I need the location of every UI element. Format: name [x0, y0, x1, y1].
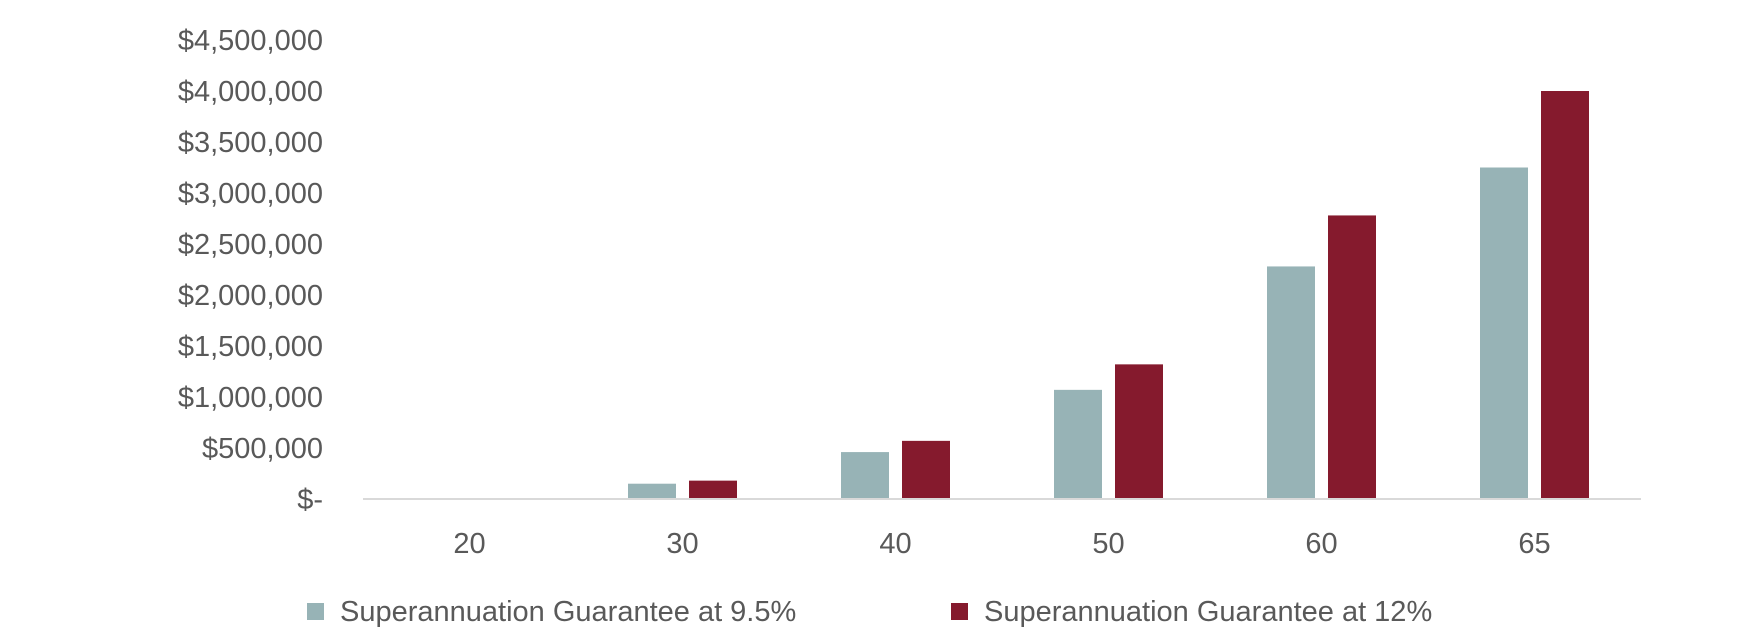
bar-series-2-cat-40: [902, 440, 950, 499]
y-tick-label: $1,500,000: [178, 331, 323, 363]
x-tick-label: 20: [453, 528, 485, 560]
legend-label-series-1: Superannuation Guarantee at 9.5%: [340, 596, 796, 628]
y-tick-label: $500,000: [202, 433, 323, 465]
bar-series-1-cat-40: [841, 452, 889, 499]
legend-swatch-series-2: [951, 603, 968, 620]
y-axis-tick-labels: $- $500,000 $1,000,000 $1,500,000 $2,000,000…: [178, 25, 323, 516]
y-tick-label: $4,500,000: [178, 25, 323, 57]
x-tick-label: 40: [879, 528, 911, 560]
y-tick-label: $3,500,000: [178, 127, 323, 159]
x-axis-tick-labels: 20 30 40 50 60 65: [453, 528, 1550, 560]
bar-series-1-cat-65: [1480, 167, 1528, 499]
bar-series-2-cat-60: [1328, 215, 1376, 499]
bars: [628, 91, 1589, 499]
bar-series-1-cat-30: [628, 483, 676, 499]
x-tick-label: 60: [1305, 528, 1337, 560]
x-tick-label: 30: [666, 528, 698, 560]
y-tick-label: $2,000,000: [178, 280, 323, 312]
legend: Superannuation Guarantee at 9.5% Superan…: [307, 596, 1432, 628]
bar-series-2-cat-30: [689, 480, 737, 499]
y-tick-label: $4,000,000: [178, 76, 323, 108]
x-tick-label: 50: [1092, 528, 1124, 560]
bar-series-1-cat-50: [1054, 389, 1102, 499]
y-tick-label: $-: [297, 484, 323, 516]
legend-label-series-2: Superannuation Guarantee at 12%: [984, 596, 1432, 628]
bar-series-2-cat-65: [1541, 91, 1589, 499]
bar-series-2-cat-50: [1115, 364, 1163, 499]
y-tick-label: $3,000,000: [178, 178, 323, 210]
y-tick-label: $1,000,000: [178, 382, 323, 414]
x-tick-label: 65: [1518, 528, 1550, 560]
y-tick-label: $2,500,000: [178, 229, 323, 261]
legend-swatch-series-1: [307, 603, 324, 620]
bar-series-1-cat-60: [1267, 266, 1315, 499]
